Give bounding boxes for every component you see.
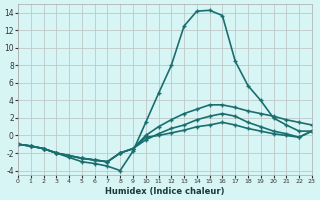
X-axis label: Humidex (Indice chaleur): Humidex (Indice chaleur) <box>105 187 225 196</box>
